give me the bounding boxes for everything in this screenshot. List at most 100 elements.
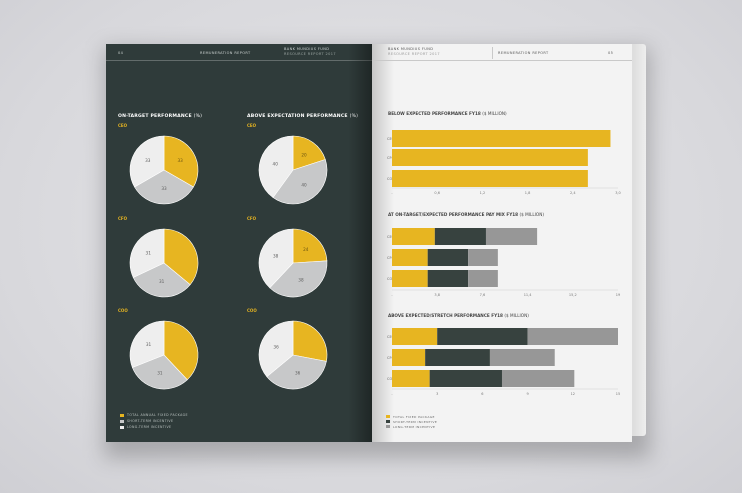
bar-segment xyxy=(437,328,528,345)
bar-category-label: CFO xyxy=(387,256,394,260)
legend-swatch-yellow xyxy=(386,415,390,418)
role-label-coo-right: COO xyxy=(247,308,257,313)
pie-slice xyxy=(269,260,328,298)
bar-category-label: COO xyxy=(387,377,395,381)
role-label-ceo-right: CEO xyxy=(247,123,257,128)
pie-slice-label: 40 xyxy=(301,183,307,188)
legend-label: SHORT-TERM INCENTIVE xyxy=(127,419,174,423)
legend-item-short-term: SHORT-TERM INCENTIVE xyxy=(120,418,188,424)
x-tick-label: 3,8 xyxy=(434,293,440,297)
bar-segment xyxy=(434,228,486,245)
legend-item-short-term: SHORT-TERM INCENTIVE xyxy=(386,419,437,424)
left-legend: TOTAL ANNUAL FIXED PACKAGE SHORT-TERM IN… xyxy=(120,412,188,430)
right-section-title: REMUNERATION REPORT xyxy=(498,51,549,55)
legend-swatch-grey xyxy=(386,425,390,428)
bar-segment xyxy=(468,270,498,287)
pie-slice xyxy=(292,135,326,171)
bar-chart-title-main: ABOVE EXPECTED/STRETCH PERFORMANCE FY18 xyxy=(388,313,504,318)
left-report-name-line2: RESOURCE REPORT 2017 xyxy=(284,52,337,56)
pie-chart-ceo-above: 20 40 40 xyxy=(258,135,328,205)
legend-item-fixed: TOTAL ANNUAL FIXED PACKAGE xyxy=(120,412,188,418)
bar-category-label: COO xyxy=(387,177,395,181)
x-tick-label: - xyxy=(391,293,393,297)
legend-item-long-term: LONG-TERM INCENTIVE xyxy=(386,424,437,429)
bar-segment xyxy=(392,328,438,345)
bar-segment xyxy=(425,349,490,366)
pie-chart-coo-above: 36 36 xyxy=(258,320,328,390)
legend-label: TOTAL ANNUAL FIXED PACKAGE xyxy=(127,413,188,417)
pie-slice-label: 38 xyxy=(273,254,279,259)
pie-slice xyxy=(134,169,194,205)
left-page-number: 04 xyxy=(118,51,124,55)
bar-category-label: CFO xyxy=(387,156,394,160)
pie-slice xyxy=(132,262,191,298)
pie-slice-label: 36 xyxy=(273,345,279,350)
left-page: 04 REMUNERATION REPORT BANK MUNDIUS FUND… xyxy=(106,44,372,442)
pie-slice-label: 38 xyxy=(298,277,304,282)
pie-slice xyxy=(266,354,327,390)
x-tick-label: 6 xyxy=(481,392,483,396)
x-tick-label: 3,0 xyxy=(615,191,621,195)
bar-chart-title-main: BELOW EXPECTED PERFORMANCE FY18 xyxy=(388,111,482,116)
pie-chart-cfo-on-target: 31 31 xyxy=(129,228,199,298)
pie-chart-ceo-on-target: 33 33 33 xyxy=(129,135,199,205)
bar-segment xyxy=(392,370,430,387)
pie-slice-label: 31 xyxy=(146,342,152,347)
x-tick-label: 19 xyxy=(616,293,620,297)
bar-segment xyxy=(392,249,428,266)
pie-slice xyxy=(163,320,199,381)
bar-category-label: CEO xyxy=(387,235,395,239)
x-tick-label: 7,6 xyxy=(480,293,486,297)
bar-chart-title-unit: ($ MILLION) xyxy=(504,313,529,318)
right-legend: TOTAL FIXED PACKAGE SHORT-TERM INCENTIVE… xyxy=(386,414,437,429)
left-page-header: 04 REMUNERATION REPORT BANK MUNDIUS FUND… xyxy=(106,44,372,61)
bar-category-label: CEO xyxy=(387,335,395,339)
role-label-ceo-left: CEO xyxy=(118,123,128,128)
legend-label: LONG-TERM INCENTIVE xyxy=(127,425,172,429)
bar-segment xyxy=(429,370,502,387)
pie-slice xyxy=(129,135,165,188)
bar-segment xyxy=(501,370,575,387)
bar-chart-title: BELOW EXPECTED PERFORMANCE FY18 ($ MILLI… xyxy=(388,111,507,116)
x-tick-label: 1,8 xyxy=(525,191,531,195)
x-tick-label: 9 xyxy=(526,392,528,396)
pie-slice xyxy=(163,135,199,188)
x-tick-label: 12 xyxy=(571,392,575,396)
left-section-title: REMUNERATION REPORT xyxy=(200,51,251,55)
x-tick-label: 1,2 xyxy=(480,191,486,195)
x-tick-label: 15,2 xyxy=(569,293,577,297)
pie-slice xyxy=(129,320,165,368)
x-tick-label: 15 xyxy=(616,392,620,396)
legend-swatch-white xyxy=(120,425,124,429)
right-page-number: 05 xyxy=(608,51,614,55)
x-tick-label: 3 xyxy=(436,392,438,396)
pie-slice xyxy=(258,135,294,198)
header-divider xyxy=(492,47,493,59)
bar-segment xyxy=(485,228,538,245)
bar-segment xyxy=(392,270,428,287)
right-page-header: BANK MUNDIUS FUND RESOURCE REPORT 2017 R… xyxy=(372,44,632,61)
legend-swatch-grey xyxy=(120,419,124,423)
role-label-cfo-left: CFO xyxy=(118,216,128,221)
legend-label: SHORT-TERM INCENTIVE xyxy=(393,419,438,424)
bar-chart-title-main: AT ON-TARGET/EXPECTED PERFORMANCE PAY MI… xyxy=(388,212,520,217)
bar-segment xyxy=(392,170,588,187)
bar-segment xyxy=(527,328,618,345)
bar-chart-title: AT ON-TARGET/EXPECTED PERFORMANCE PAY MI… xyxy=(388,212,544,217)
bar-segment xyxy=(427,249,469,266)
x-tick-label: - xyxy=(391,392,393,396)
bar-category-label: CFO xyxy=(387,356,394,360)
bar-chart-3: ABOVE EXPECTED/STRETCH PERFORMANCE FY18 … xyxy=(387,313,620,396)
role-label-cfo-right: CFO xyxy=(247,216,257,221)
pie-slice xyxy=(258,228,294,289)
pie-slice xyxy=(258,320,294,378)
role-label-coo-left: COO xyxy=(118,308,128,313)
bar-segment xyxy=(392,149,588,166)
bar-chart-1: BELOW EXPECTED PERFORMANCE FY18 ($ MILLI… xyxy=(387,111,621,195)
legend-label: TOTAL FIXED PACKAGE xyxy=(393,414,435,419)
bar-segment xyxy=(489,349,555,366)
pie-slice xyxy=(131,354,188,390)
bar-chart-title-unit: ($ MILLION) xyxy=(520,212,545,217)
bar-segment xyxy=(392,130,611,147)
